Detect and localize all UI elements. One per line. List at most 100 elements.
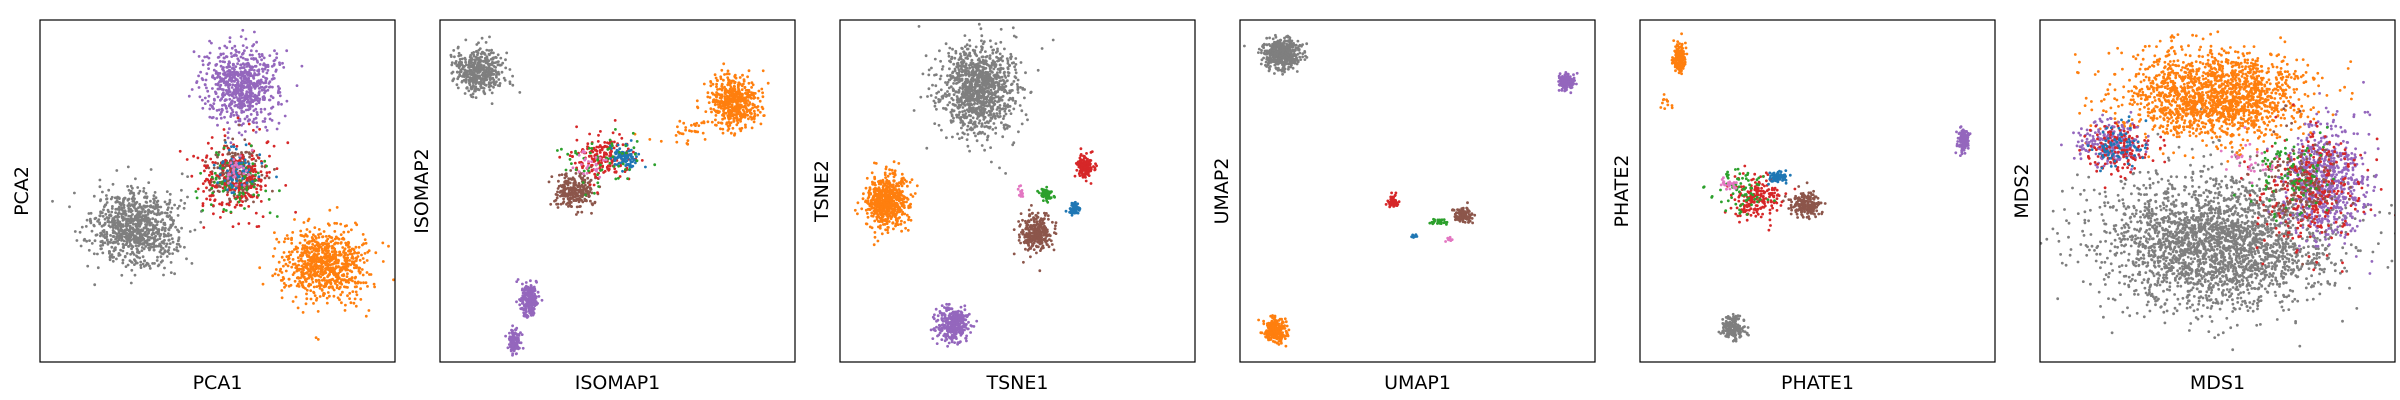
data-point [228,75,232,79]
data-point [127,202,131,205]
data-point [244,161,247,165]
data-point [161,247,165,250]
data-point [324,254,328,257]
data-point [156,208,160,212]
data-point [470,51,474,55]
data-point [575,213,578,216]
data-point [491,69,495,73]
data-point [576,185,580,189]
data-point [736,86,740,89]
data-point [254,83,257,87]
data-point [500,70,504,74]
data-point [732,117,736,121]
data-point [236,62,240,66]
data-point [148,267,152,270]
data-point [260,173,264,177]
data-point [628,162,632,166]
data-point [357,245,361,249]
data-point [245,188,249,192]
data-point [743,112,747,116]
data-point [537,295,541,298]
data-point [88,239,91,243]
data-point [751,92,755,96]
data-point [129,252,133,256]
data-point [247,151,251,155]
data-point [236,116,240,120]
data-point [242,110,246,114]
data-point [707,101,711,104]
data-point [369,273,373,276]
data-point [172,248,176,251]
data-point [226,169,229,173]
data-point [232,175,236,179]
data-point [212,212,215,216]
data-point [253,64,257,68]
data-point [603,153,606,156]
data-point [593,200,597,204]
data-point [135,261,139,265]
data-point [147,231,150,235]
data-point [248,118,252,122]
data-point [268,80,272,84]
data-point [738,76,742,79]
data-point [753,112,757,116]
data-point [106,242,110,246]
data-point [223,56,226,60]
data-point [708,96,712,99]
data-point [476,71,479,75]
data-point [586,145,589,149]
data-point [246,100,250,104]
data-point [320,288,324,291]
data-point [234,147,238,151]
data-point [255,40,258,44]
data-point [188,230,192,233]
data-point [465,63,468,67]
data-point [244,169,248,173]
data-point [453,62,457,65]
data-point [484,77,488,81]
data-point [233,44,237,48]
data-point [226,193,229,197]
data-point [187,94,191,98]
data-point [167,234,170,238]
data-point [328,260,331,264]
data-point [473,58,476,62]
data-point [111,205,114,208]
data-point [228,83,232,87]
data-point [99,240,103,244]
data-point [241,74,244,78]
data-point [303,278,307,282]
data-point [221,160,225,164]
data-point [469,54,472,57]
data-point [684,128,687,132]
data-point [324,235,328,238]
data-point [259,107,263,111]
data-point [251,164,255,168]
data-point [149,243,153,246]
data-point [350,228,353,232]
data-point [271,96,275,100]
data-point [740,94,744,98]
data-point [240,183,244,187]
data-point [632,146,636,150]
data-point [211,184,214,188]
data-point [283,285,286,289]
data-point [263,107,267,111]
data-point [244,166,248,170]
data-point [300,273,304,276]
data-point [297,285,301,288]
data-point [203,102,207,105]
data-point [581,185,585,189]
data-point [342,278,346,282]
data-point [635,140,639,143]
data-point [268,211,272,215]
data-point [341,290,344,294]
data-point [459,53,463,57]
data-point [556,149,559,152]
data-point [323,246,327,249]
data-point [297,268,301,272]
data-point [626,156,629,160]
data-point [300,64,304,68]
data-point [254,130,258,134]
data-point [273,231,276,235]
